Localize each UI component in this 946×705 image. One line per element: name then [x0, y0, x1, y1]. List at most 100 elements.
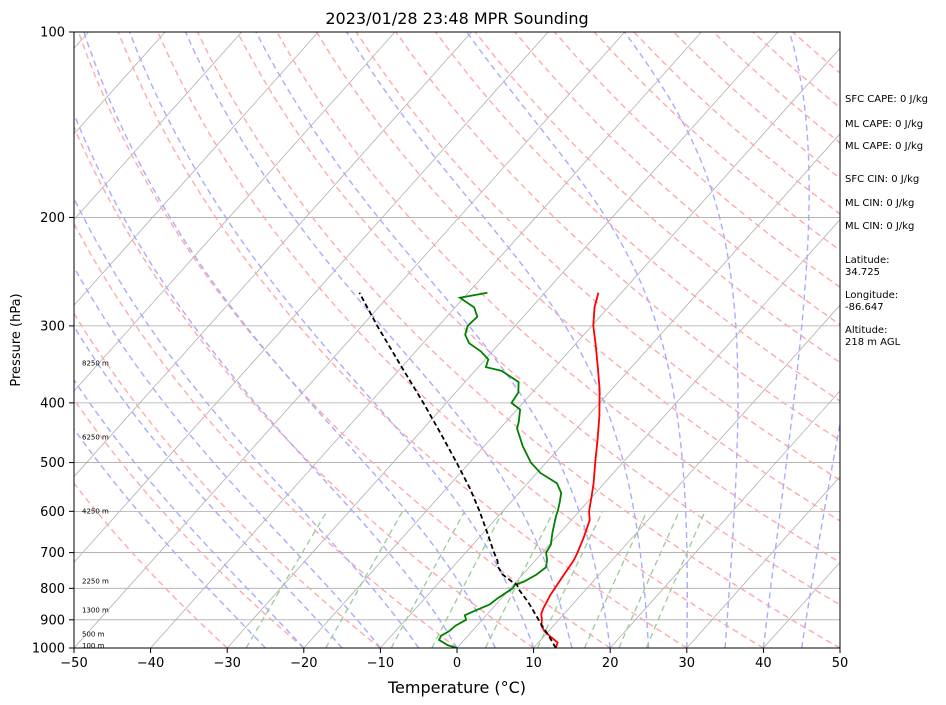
sounding-series-line-3 — [358, 292, 557, 648]
x-tick-label: −20 — [290, 656, 317, 671]
annotation-text: ML CAPE: 0 J/kg — [845, 141, 924, 152]
x-tick-label: −50 — [60, 656, 87, 671]
annotation-text: ML CAPE: 0 J/kg — [845, 119, 924, 130]
height-labels: 100 m 500 m 1300 m 2250 m 4250 m 6250 m 8250 m — [82, 359, 109, 650]
x-tick-label: 10 — [525, 656, 542, 671]
y-tick-label: 1000 — [32, 642, 65, 657]
height-label: 100 m — [82, 642, 105, 650]
isotherm-line — [456, 218, 840, 648]
height-label: 6250 m — [82, 433, 109, 441]
moist-adiabat-line — [74, 196, 420, 648]
x-tick-label: 50 — [832, 656, 849, 671]
annotation-text: SFC CAPE: 0 J/kg — [845, 94, 928, 105]
x-tick-label: 0 — [453, 656, 461, 671]
annotation-text: Longitude: -86.647 — [845, 290, 899, 313]
isotherm-line — [609, 390, 840, 648]
y-tick-label: 800 — [40, 582, 65, 597]
y-tick-label: 200 — [40, 211, 65, 226]
dry-adiabat-line — [315, 32, 840, 522]
mixing-ratio-line — [484, 511, 555, 648]
moist-adiabat-line — [346, 32, 650, 648]
mixing-ratio-line — [245, 510, 328, 648]
y-tick-label: 500 — [40, 456, 65, 471]
isobar-lines — [74, 32, 840, 648]
dry-adiabat-lines — [74, 32, 840, 648]
dry-adiabat-line — [435, 32, 840, 402]
moist-adiabat-line — [255, 32, 611, 648]
moist-adiabat-line — [74, 427, 266, 648]
isotherm-line — [533, 304, 840, 648]
x-tick-label: −30 — [213, 656, 240, 671]
isotherm-line — [74, 32, 626, 648]
isotherm-line — [74, 32, 549, 563]
dry-adiabat-line — [196, 32, 840, 648]
moist-adiabat-line — [762, 32, 810, 648]
y-tick-label: 600 — [40, 505, 65, 520]
moist-adiabat-line — [74, 112, 458, 648]
dry-adiabat-line — [117, 32, 688, 648]
mixing-ratio-line — [431, 510, 504, 648]
dry-adiabat-line — [474, 32, 840, 364]
y-tick-label: 700 — [40, 546, 65, 561]
isotherm-line — [74, 32, 396, 392]
x-tick-label: 40 — [755, 656, 772, 671]
dry-adiabat-line — [514, 32, 840, 326]
height-label: 500 m — [82, 630, 105, 638]
y-tick-label: 300 — [40, 319, 65, 334]
x-tick-label: 20 — [602, 656, 619, 671]
moist-adiabat-line — [624, 32, 739, 648]
x-tick-label: −40 — [137, 656, 164, 671]
isotherm-line — [74, 32, 243, 221]
dry-adiabat-line — [74, 482, 228, 648]
mixing-ratio-line — [645, 511, 706, 648]
moist-adiabat-line — [184, 32, 573, 648]
sounding-series — [358, 291, 601, 648]
y-axis-ticks: 100 200 300 400 500 600 700 800 900 1000 — [32, 26, 74, 657]
annotation-text: SFC CIN: 0 J/kg — [845, 174, 920, 185]
plot-area — [74, 32, 840, 648]
chart-title: 2023/01/28 23:48 MPR Sounding — [325, 9, 588, 28]
mixing-ratio-line — [536, 511, 604, 648]
moist-adiabat-line — [74, 265, 381, 648]
mixing-ratio-line — [583, 511, 648, 648]
sounding-series-line-1 — [540, 292, 601, 648]
x-axis-ticks: −50 −40 −30 −20 −10 0 10 20 30 40 50 — [60, 648, 848, 671]
annotation-text: Latitude: 34.725 — [845, 255, 890, 278]
moist-adiabat-line — [466, 32, 688, 648]
height-label: 1300 m — [82, 607, 109, 615]
dry-adiabat-line — [157, 32, 764, 648]
isotherm-line — [303, 47, 840, 648]
moist-adiabat-line — [801, 420, 840, 648]
height-label: 2250 m — [82, 578, 109, 586]
moist-adiabat-line — [128, 32, 535, 648]
dry-adiabat-line — [236, 32, 840, 606]
isotherm-line — [226, 32, 779, 648]
dry-adiabat-line — [74, 125, 535, 648]
dry-adiabat-line — [395, 32, 840, 442]
dry-adiabat-line — [77, 32, 611, 648]
isotherm-line — [74, 32, 472, 478]
y-tick-label: 400 — [40, 396, 65, 411]
y-axis-label: Pressure (hPa) — [9, 293, 24, 386]
height-label: 4250 m — [82, 507, 109, 515]
dry-adiabat-line — [74, 222, 458, 648]
sounding-series-line-2 — [437, 291, 563, 648]
x-axis-label: Temperature (°C) — [387, 678, 526, 697]
dry-adiabat-line — [276, 32, 840, 564]
x-tick-label: 30 — [679, 656, 696, 671]
isotherm-line — [380, 133, 840, 648]
isotherm-line — [686, 476, 840, 648]
mixing-ratio-line — [325, 510, 404, 648]
moist-adiabat-lines — [74, 32, 840, 648]
isotherm-line — [74, 32, 319, 306]
mixing-ratio-lines — [245, 510, 706, 648]
dry-adiabat-line — [74, 398, 305, 648]
mixing-ratio-line — [390, 510, 466, 648]
annotation-text: Altitude: 218 m AGL — [845, 325, 901, 348]
mixing-ratio-line — [618, 511, 680, 648]
annotation-text: ML CIN: 0 J/kg — [845, 198, 915, 209]
moist-adiabat-line — [83, 32, 496, 648]
y-tick-label: 100 — [40, 26, 65, 41]
x-tick-label: −10 — [367, 656, 394, 671]
